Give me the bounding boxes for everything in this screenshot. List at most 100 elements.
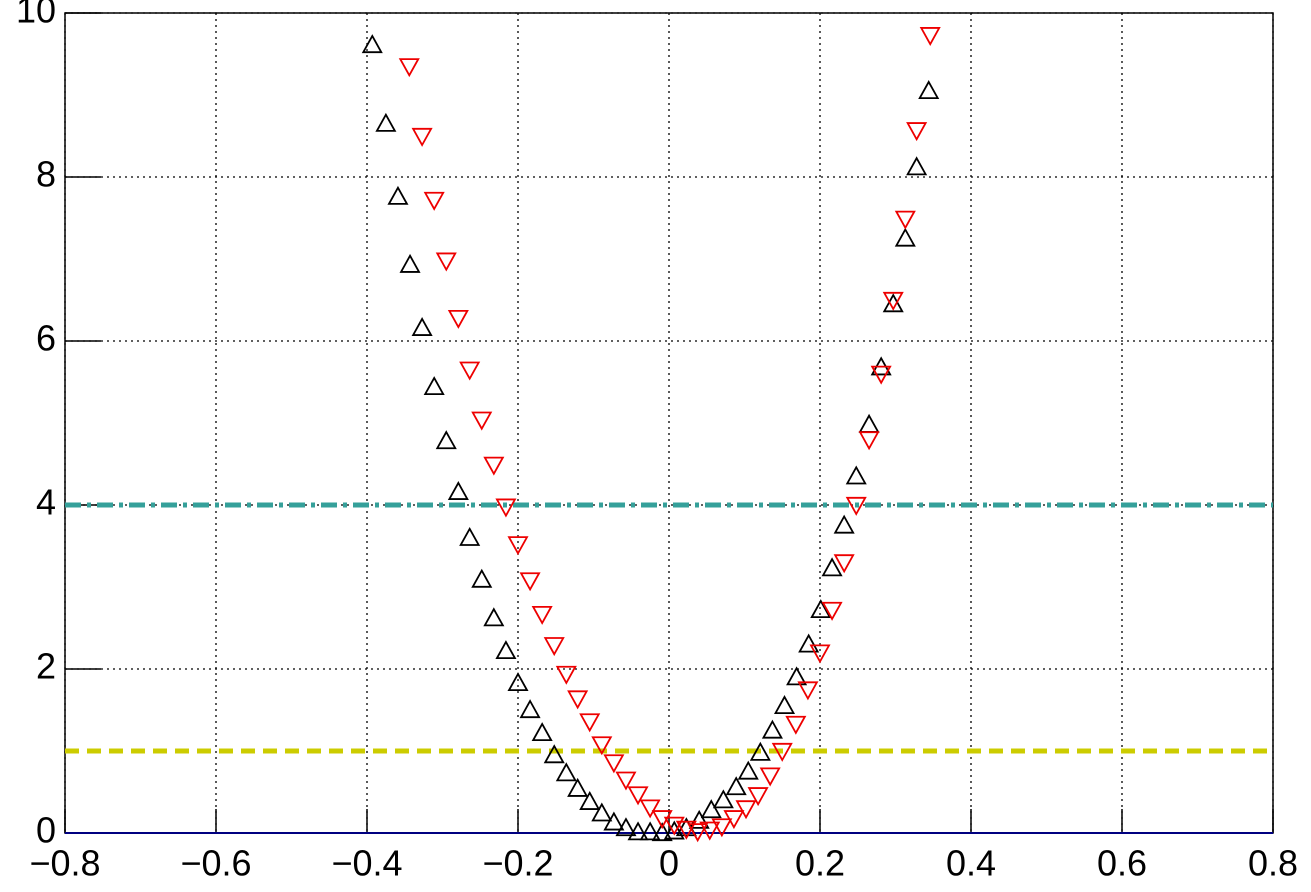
x-tick-label: −0.4 (331, 843, 402, 884)
marker (759, 767, 781, 787)
marker (483, 456, 505, 476)
marker (737, 760, 759, 780)
marker (543, 744, 565, 764)
marker (735, 800, 757, 820)
marker (749, 741, 771, 761)
marker (773, 695, 796, 714)
marker (615, 817, 637, 837)
marker (663, 820, 685, 840)
marker (627, 786, 649, 806)
x-tick-label: 0.8 (1248, 843, 1298, 884)
x-tick-label: 0.4 (946, 843, 996, 884)
marker (567, 690, 589, 710)
marker (375, 112, 397, 132)
x-tick-label: 0 (659, 843, 679, 884)
marker (531, 722, 553, 742)
marker (797, 681, 819, 701)
marker (639, 799, 661, 819)
marker (603, 811, 625, 831)
marker (507, 672, 529, 692)
marker (918, 80, 940, 99)
marker (833, 514, 855, 534)
marker (447, 481, 469, 500)
marker (919, 27, 941, 46)
marker (555, 762, 577, 782)
marker (471, 568, 493, 588)
marker (711, 818, 733, 838)
marker (495, 498, 517, 518)
marker (894, 210, 916, 230)
y-tick-label: 4 (36, 482, 56, 523)
marker (858, 431, 880, 451)
marker (786, 666, 808, 686)
marker (809, 644, 831, 664)
marker (411, 317, 433, 336)
marker (821, 601, 843, 621)
marker (579, 713, 601, 733)
marker (906, 156, 928, 176)
marker (483, 607, 505, 627)
marker (833, 554, 855, 574)
x-tick-label: −0.6 (180, 843, 251, 884)
marker (687, 823, 709, 843)
y-tick-label: 0 (36, 810, 56, 851)
marker (798, 633, 820, 653)
marker (723, 810, 745, 830)
marker (399, 253, 421, 273)
marker (821, 557, 843, 577)
marker (447, 309, 469, 329)
marker (555, 665, 577, 685)
marker (543, 637, 565, 657)
marker (591, 736, 613, 756)
marker (700, 799, 722, 819)
marker (699, 821, 721, 841)
marker (785, 715, 807, 735)
marker (423, 376, 445, 396)
marker (361, 34, 383, 54)
marker (761, 719, 783, 739)
marker (435, 252, 457, 272)
marker (603, 754, 625, 774)
marker (531, 605, 553, 625)
y-tick-label: 10 (16, 0, 56, 31)
marker (459, 526, 481, 546)
marker (810, 599, 832, 619)
marker (471, 411, 493, 431)
marker (858, 413, 880, 433)
x-tick-label: −0.2 (482, 843, 553, 884)
marker (870, 365, 892, 385)
marker (882, 291, 904, 311)
marker (567, 777, 589, 797)
marker (398, 58, 420, 78)
marker (845, 496, 867, 516)
marker (906, 122, 928, 142)
marker (712, 789, 734, 809)
marker (639, 821, 661, 841)
x-tick-label: 0.2 (795, 843, 845, 884)
y-tick-label: 6 (36, 318, 56, 359)
marker (411, 127, 433, 147)
marker (627, 821, 649, 841)
y-tick-label: 8 (36, 154, 56, 195)
marker (579, 790, 601, 810)
marker (459, 361, 481, 381)
marker (688, 809, 710, 829)
marker (519, 572, 541, 592)
marker (435, 430, 457, 450)
marker (507, 536, 529, 556)
marker (725, 776, 747, 796)
marker (519, 699, 541, 719)
marker (591, 802, 613, 822)
marker (771, 742, 793, 762)
x-tick-label: 0.6 (1097, 843, 1147, 884)
marker (651, 822, 673, 842)
marker (615, 771, 637, 791)
marker (845, 465, 867, 485)
marker (423, 191, 445, 211)
marker (495, 640, 517, 660)
x-tick-label: −0.8 (29, 843, 100, 884)
marker (882, 293, 904, 313)
y-tick-label: 2 (36, 646, 56, 687)
marker (747, 787, 769, 807)
